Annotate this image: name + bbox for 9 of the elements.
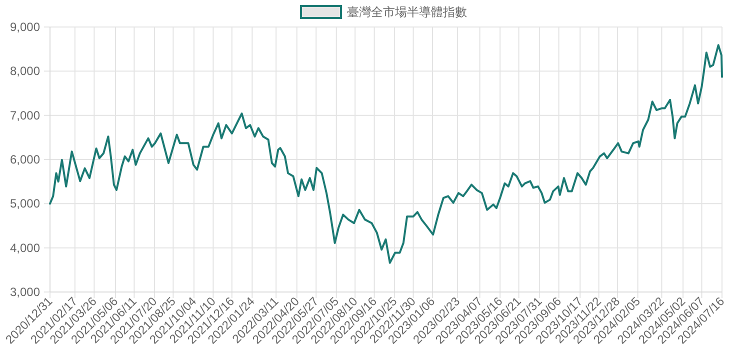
y-tick-label: 8,000 — [10, 64, 40, 78]
legend: 臺灣全市場半導體指數 — [300, 5, 467, 19]
y-tick-label: 9,000 — [10, 20, 40, 34]
y-tick-label: 4,000 — [10, 240, 40, 255]
y-tick-label: 6,000 — [10, 152, 40, 166]
y-tick-label: 7,000 — [10, 108, 40, 122]
y-tick-label: 3,000 — [10, 285, 40, 299]
y-tick-label: 5,000 — [10, 196, 40, 211]
legend-label: 臺灣全市場半導體指數 — [347, 5, 467, 19]
